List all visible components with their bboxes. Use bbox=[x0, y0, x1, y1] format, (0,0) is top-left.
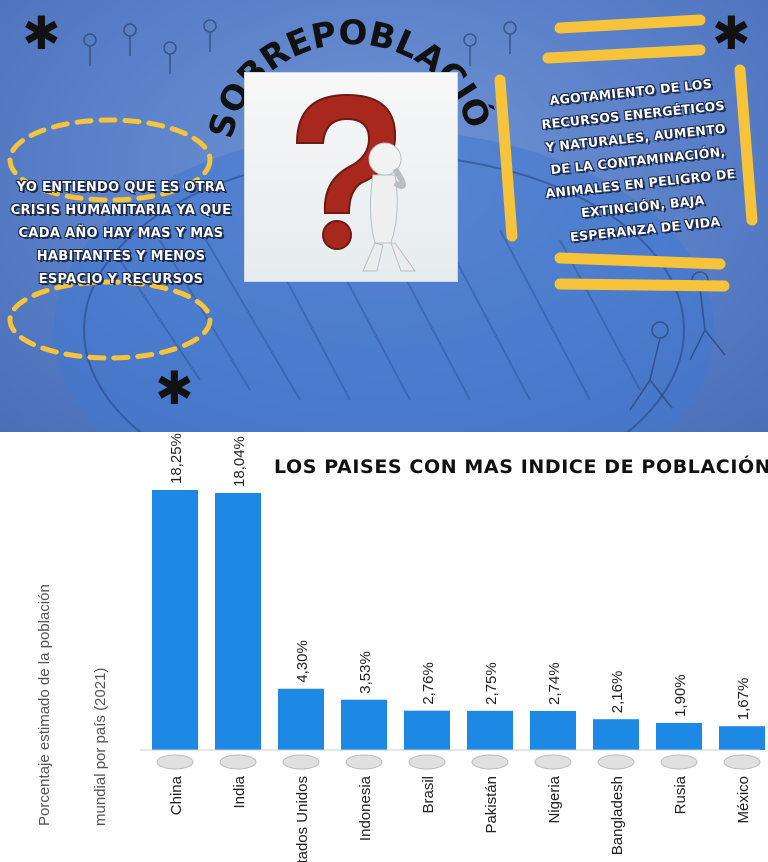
bar-1 bbox=[215, 492, 261, 750]
poster-left-text: YO ENTIENDO QUE ES OTRA CRISIS HUMANITAR… bbox=[10, 180, 232, 287]
asterisk-icon: ✱ bbox=[712, 6, 751, 60]
y-axis-label-line-1: Porcentaje estimado de la población bbox=[36, 584, 53, 826]
bar-0 bbox=[152, 490, 198, 750]
bar-7 bbox=[593, 719, 639, 750]
bar-6 bbox=[530, 710, 576, 750]
value-label: 2,75% bbox=[483, 662, 500, 705]
value-label: 4,30% bbox=[294, 640, 311, 683]
chart-plot: 18,25% China 18,04% India 4,30% Estados Unido… bbox=[140, 433, 765, 862]
flag-icon bbox=[219, 754, 257, 770]
asterisk-icon: ✱ bbox=[22, 6, 61, 60]
value-label: 3,53% bbox=[357, 651, 374, 694]
bar-2 bbox=[278, 688, 324, 750]
category-label: Pakistán bbox=[483, 776, 500, 834]
bar-3 bbox=[341, 699, 387, 750]
flag-icon bbox=[282, 754, 320, 770]
flag-icon bbox=[534, 754, 572, 770]
category-label: Brasil bbox=[420, 776, 437, 814]
flag-icon bbox=[471, 754, 509, 770]
chart-title: LOS PAISES CON MAS INDICE DE POBLACIÓN bbox=[274, 456, 768, 478]
bar-5 bbox=[467, 710, 513, 750]
value-label: 1,90% bbox=[672, 674, 689, 717]
flag-icon bbox=[597, 754, 635, 770]
flag-icon bbox=[660, 754, 698, 770]
question-figure-card bbox=[244, 72, 458, 282]
category-label: China bbox=[168, 775, 185, 815]
value-label: 2,76% bbox=[420, 662, 437, 705]
category-label: Indonesia bbox=[357, 775, 374, 841]
category-label: India bbox=[231, 775, 248, 808]
flag-icon bbox=[723, 754, 761, 770]
question-mark-figure-icon bbox=[295, 93, 416, 272]
population-bar-chart: 18,25% China 18,04% India 4,30% Estados Unido… bbox=[0, 432, 768, 862]
category-label: Bangladesh bbox=[609, 776, 626, 855]
y-axis-label-line-2: mundial por país (2021) bbox=[92, 667, 109, 826]
poster-banner: SOBREPOBLACIÓN YO ENTIENDO QUE ES OTRA C… bbox=[0, 0, 768, 432]
value-label: 1,67% bbox=[735, 678, 752, 721]
bar-8 bbox=[656, 722, 702, 750]
category-label: Rusia bbox=[672, 775, 689, 814]
bar-9 bbox=[719, 726, 765, 750]
flag-icon bbox=[408, 754, 446, 770]
bar-4 bbox=[404, 710, 450, 750]
flag-icon bbox=[156, 754, 194, 770]
category-label: Nigeria bbox=[546, 775, 563, 823]
value-label: 18,25% bbox=[168, 433, 185, 484]
value-label: 2,74% bbox=[546, 662, 563, 705]
poster-right-text: AGOTAMIENTO DE LOS RECURSOS ENERGÉTICOS … bbox=[540, 75, 737, 245]
flag-icon bbox=[345, 754, 383, 770]
asterisk-icon: ✱ bbox=[155, 361, 194, 415]
category-label: México bbox=[735, 776, 752, 824]
category-label: Estados Unidos bbox=[294, 776, 311, 862]
value-label: 2,16% bbox=[609, 671, 626, 714]
value-label: 18,04% bbox=[231, 436, 248, 487]
